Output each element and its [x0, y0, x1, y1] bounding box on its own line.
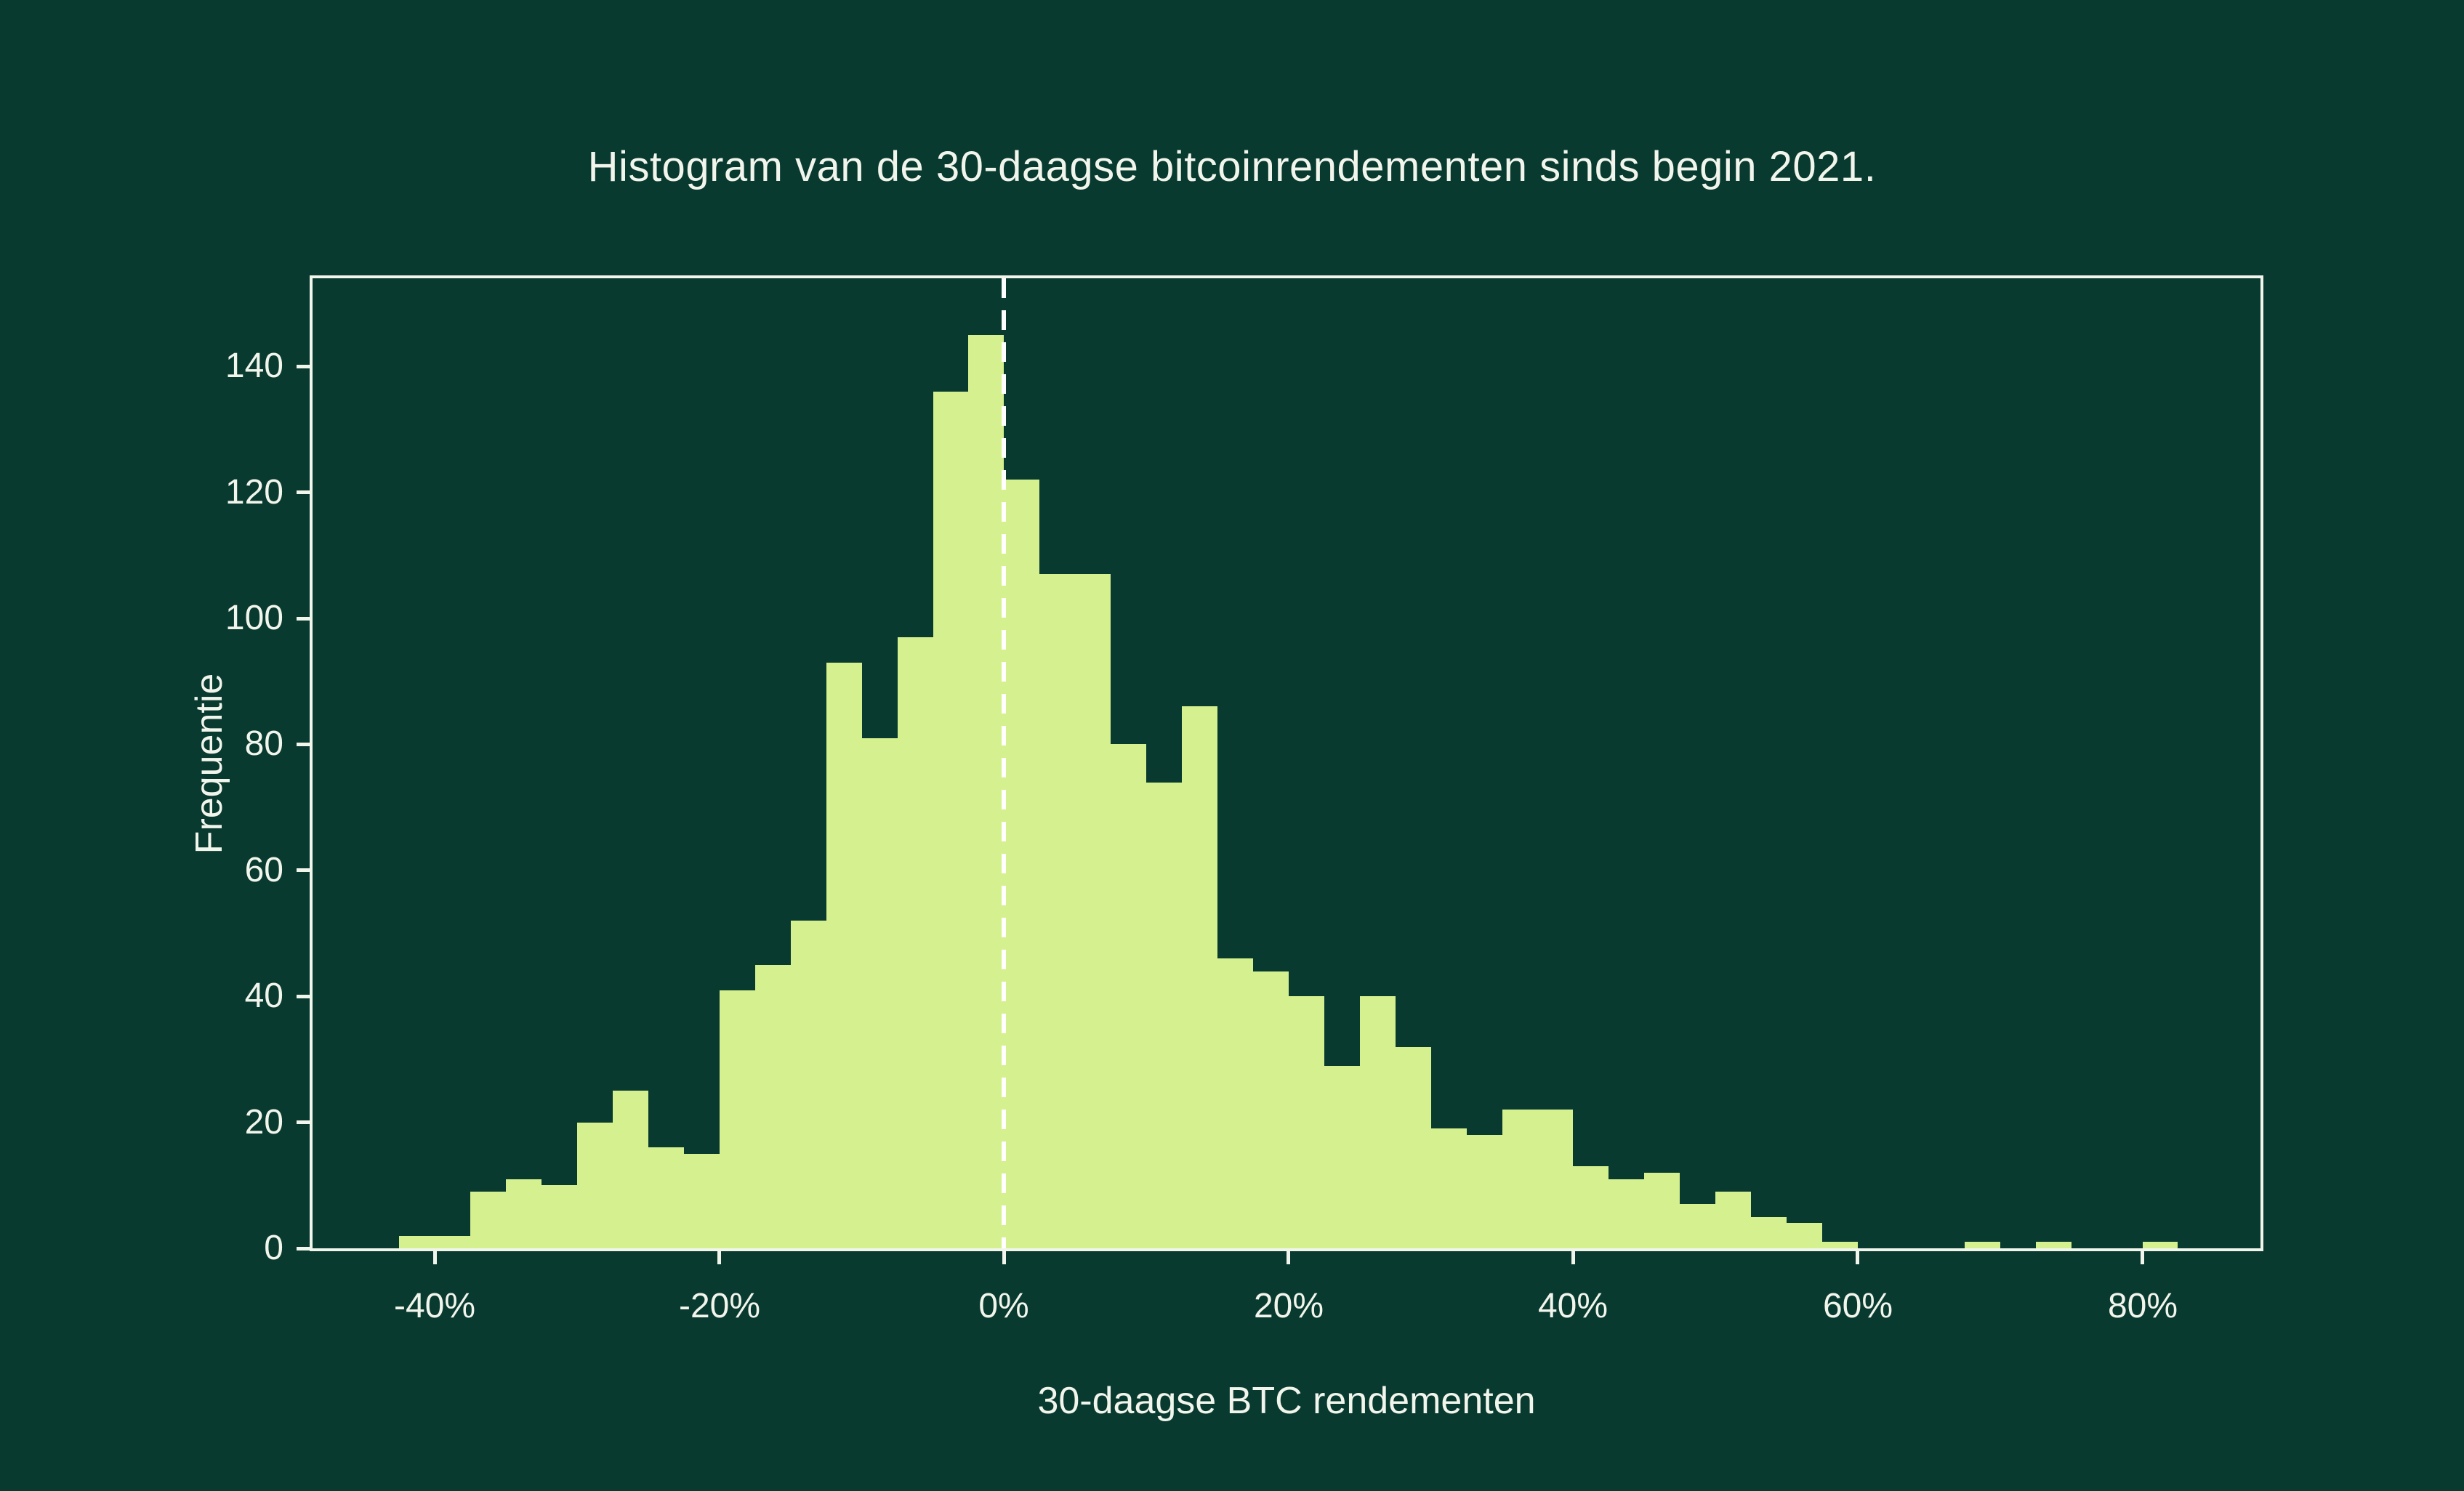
x-axis-tick — [1287, 1251, 1290, 1264]
histogram-bar — [1502, 1110, 1538, 1248]
y-axis-tick — [297, 617, 310, 621]
histogram-bar — [2036, 1242, 2072, 1248]
y-axis-tick-label: 40 — [244, 977, 283, 1015]
x-axis-tick — [2141, 1251, 2144, 1264]
histogram-bar — [1715, 1192, 1751, 1248]
histogram-bar — [435, 1236, 470, 1248]
histogram-bar — [613, 1091, 648, 1248]
bars-layer — [313, 278, 2260, 1248]
histogram-bar — [862, 738, 898, 1248]
histogram-bar — [1004, 480, 1039, 1248]
y-axis-tick — [297, 365, 310, 368]
histogram-bar — [755, 965, 791, 1248]
y-axis-tick — [297, 1120, 310, 1124]
histogram-bar — [1573, 1166, 1609, 1248]
histogram-bar — [541, 1185, 577, 1248]
histogram-bar — [968, 335, 1004, 1248]
histogram-bar — [684, 1154, 720, 1248]
histogram-bar — [1360, 996, 1396, 1248]
histogram-bar — [1538, 1110, 1573, 1248]
x-axis-tick-label: 60% — [1822, 1287, 1893, 1325]
x-axis-tick-label: 0% — [978, 1287, 1029, 1325]
histogram-bar — [933, 392, 968, 1248]
y-axis-tick-label: 120 — [225, 473, 283, 512]
histogram-bar — [648, 1147, 684, 1248]
y-axis-tick — [297, 743, 310, 746]
plot-area — [310, 275, 2263, 1251]
histogram-bar — [1787, 1223, 1822, 1248]
histogram-bar — [791, 921, 826, 1248]
histogram-bar — [1965, 1242, 2000, 1248]
x-axis-tick-label: 80% — [2107, 1287, 2178, 1325]
y-axis-tick-label: 60 — [244, 851, 283, 889]
x-axis-tick-label: -20% — [678, 1287, 761, 1325]
histogram-bar — [1324, 1066, 1360, 1248]
histogram-bar — [1609, 1179, 1644, 1248]
histogram-bar — [1039, 574, 1075, 1248]
y-axis-tick-label: 100 — [225, 599, 283, 637]
y-axis-tick-label: 0 — [264, 1229, 283, 1267]
x-axis-tick — [433, 1251, 437, 1264]
y-axis-tick — [297, 868, 310, 872]
y-axis-tick — [297, 995, 310, 998]
histogram-bar — [1075, 574, 1111, 1248]
y-axis-tick — [297, 1247, 310, 1250]
histogram-bar — [1217, 958, 1253, 1248]
x-axis-tick — [1002, 1251, 1006, 1264]
histogram-bar — [1751, 1217, 1787, 1248]
histogram-bar — [826, 663, 862, 1248]
x-axis-tick — [717, 1251, 721, 1264]
y-axis-tick — [297, 490, 310, 494]
histogram-bar — [898, 637, 933, 1248]
histogram-bar — [1680, 1204, 1715, 1248]
histogram-bar — [1253, 971, 1289, 1248]
histogram-bar — [1111, 744, 1146, 1248]
x-axis-tick — [1856, 1251, 1859, 1264]
x-axis-tick-label: 40% — [1537, 1287, 1609, 1325]
x-axis-title: 30-daagse BTC rendementen — [1037, 1380, 1536, 1422]
histogram-bar — [1431, 1128, 1467, 1248]
histogram-bar — [1644, 1173, 1680, 1248]
histogram-bar — [1822, 1242, 1858, 1248]
histogram-bar — [399, 1236, 435, 1248]
histogram-bar — [506, 1179, 541, 1248]
histogram-bar — [1396, 1047, 1431, 1248]
chart-title: Histogram van de 30-daagse bitcoinrendem… — [587, 143, 1877, 190]
zero-dashed-line — [1002, 278, 1006, 1248]
histogram-bar — [720, 990, 755, 1248]
histogram-bar — [577, 1123, 613, 1248]
x-axis-tick — [1571, 1251, 1575, 1264]
histogram-bar — [1182, 706, 1217, 1248]
y-axis-tick-label: 80 — [244, 724, 283, 763]
histogram-bar — [1467, 1135, 1502, 1248]
histogram-bar — [2143, 1242, 2178, 1248]
y-axis-tick-label: 140 — [225, 347, 283, 385]
y-axis-tick-label: 20 — [244, 1103, 283, 1142]
x-axis-tick-label: 20% — [1253, 1287, 1324, 1325]
histogram-bar — [470, 1192, 506, 1248]
histogram-bar — [1289, 996, 1324, 1248]
x-axis-tick-label: -40% — [393, 1287, 476, 1325]
histogram-bar — [1146, 783, 1182, 1248]
